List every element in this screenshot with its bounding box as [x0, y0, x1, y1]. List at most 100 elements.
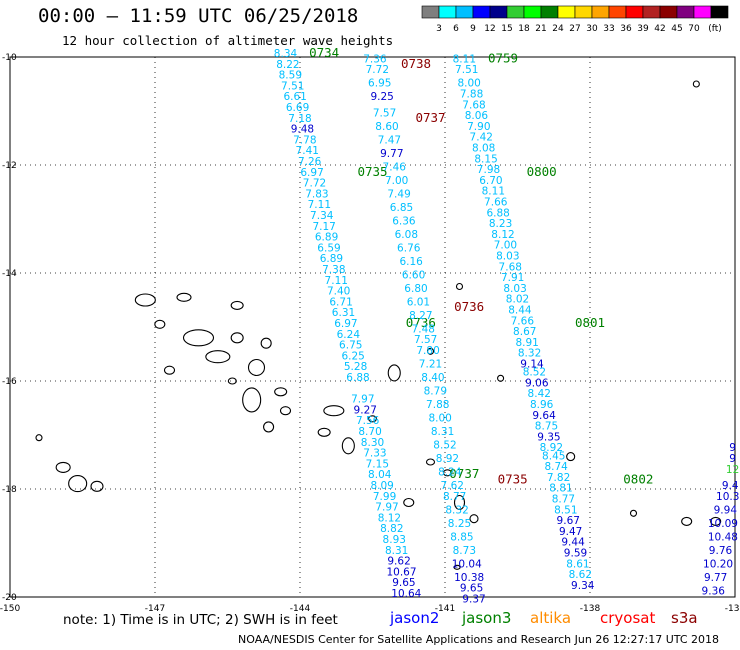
color-swatch — [591, 5, 610, 19]
wave-height-value: 7.11 — [325, 275, 348, 287]
wave-height-value: 9.67 — [557, 515, 580, 527]
pass-time-label: 0800 — [527, 164, 557, 179]
wave-height-value: 7.98 — [477, 164, 500, 176]
color-scale-label: 27 — [569, 24, 580, 34]
island-outline — [425, 458, 436, 466]
wave-height-value: 7.68 — [499, 261, 522, 273]
wave-height-value: 7.97 — [351, 394, 374, 406]
island-outline — [710, 516, 722, 526]
wave-height-value: 7.47 — [378, 134, 401, 146]
wave-height-value: 8.32 — [445, 504, 468, 516]
wave-height-value: 7.49 — [387, 188, 410, 200]
wave-height-value: 7.46 — [383, 161, 407, 173]
color-swatch — [574, 5, 593, 19]
color-scale-label: 30 — [586, 24, 598, 34]
wave-height-value: 7.91 — [501, 272, 524, 284]
wave-height-value: 8.08 — [472, 143, 495, 155]
wave-height-value: 8.44 — [508, 305, 532, 317]
wave-height-value: 9.25 — [370, 91, 393, 103]
latitude-label: -20 — [2, 593, 17, 603]
wave-height-value: 8.52 — [523, 367, 546, 379]
wave-height-value: 6.08 — [395, 229, 418, 241]
island-outlines — [35, 80, 722, 570]
wave-height-value: 9.62 — [387, 556, 410, 568]
latitude-label: -10 — [2, 53, 17, 63]
pass-time-label: 0735 — [498, 472, 528, 487]
pass-time-label: 0736 — [454, 299, 484, 314]
wave-height-value: 9.48 — [291, 124, 314, 136]
wave-height-value: 8.93 — [383, 534, 406, 546]
wave-height-value: 8.60 — [375, 121, 398, 133]
wave-height-value: 8.77 — [552, 494, 575, 506]
longitude-label: -150 — [0, 604, 20, 614]
color-scale-label: 33 — [603, 24, 614, 34]
altimeter-tracks: 8.348.228.597.516.616.697.189.487.787.41… — [274, 45, 740, 605]
wave-height-value: 8.45 — [542, 450, 565, 462]
color-scale-unit: (ft) — [708, 24, 722, 34]
island-outline — [263, 421, 275, 433]
wave-height-value: 8.31 — [385, 545, 408, 557]
island-outline — [163, 365, 176, 375]
wave-height-value: 8.75 — [535, 421, 558, 433]
wave-height-value: 9.77 — [704, 572, 727, 584]
wave-height-value: 7.00 — [385, 175, 408, 187]
wave-height-value: 9.14 — [520, 359, 544, 371]
wave-height-value: 9 — [729, 442, 736, 454]
lat-lon-grid — [10, 57, 735, 597]
wave-height-value: 8.30 — [361, 437, 384, 449]
island-outline — [469, 514, 479, 524]
wave-height-value: 10.09 — [708, 518, 738, 530]
wave-height-value: 10.38 — [454, 572, 484, 584]
wave-height-value: 7.11 — [308, 199, 331, 211]
wave-height-value: 6.71 — [329, 296, 352, 308]
wave-height-value: 8.96 — [530, 399, 554, 411]
wave-height-value: 8.11 — [453, 53, 476, 65]
wave-height-value: 7.36 — [363, 53, 387, 65]
color-scale-label: 24 — [552, 24, 564, 34]
wave-height-value: 9.59 — [564, 548, 587, 560]
island-outline — [68, 475, 88, 493]
wave-height-value: 8.09 — [370, 480, 393, 492]
wave-height-value: 7.15 — [366, 458, 389, 470]
island-outline — [260, 337, 272, 349]
color-swatch — [438, 5, 457, 19]
island-outline — [242, 387, 262, 413]
wave-height-value: 7.62 — [441, 480, 464, 492]
island-outline — [387, 364, 401, 382]
wave-height-value: 6.61 — [283, 91, 306, 103]
color-swatch — [523, 5, 542, 19]
longitude-label: -147 — [145, 604, 165, 614]
color-scale-label: 21 — [535, 24, 546, 34]
island-outline — [367, 415, 378, 423]
color-scale-label: 6 — [453, 24, 459, 34]
wave-height-value: 8.34 — [274, 48, 298, 60]
wave-height-value: 7.00 — [494, 240, 517, 252]
map-title: 00:00 – 11:59 UTC 06/25/2018 — [38, 5, 359, 27]
wave-height-value: 7.78 — [293, 134, 316, 146]
wave-height-value: 6.88 — [486, 207, 509, 219]
wave-height-value: 8.81 — [549, 483, 572, 495]
wave-height-value: 6.76 — [397, 242, 421, 254]
pass-time-label: 0736 — [406, 315, 436, 330]
color-scale-label: 70 — [688, 24, 700, 34]
wave-height-value: 8.61 — [566, 558, 589, 570]
latitude-label: -16 — [2, 377, 17, 387]
wave-height-value: 7.97 — [375, 502, 398, 514]
island-outline — [453, 564, 461, 570]
island-outline — [692, 80, 700, 88]
wave-height-value: 8.82 — [380, 523, 403, 535]
wave-height-value: 9.77 — [380, 148, 403, 160]
wave-height-value: 8.12 — [491, 229, 514, 241]
island-outline — [497, 374, 505, 382]
wave-height-value: 7.38 — [322, 264, 345, 276]
axis-labels: -10 -12 -14 -16 -18 -20-150 -147 -144 -141 -138 -1… — [0, 53, 740, 614]
wave-height-value: 8.40 — [421, 372, 444, 384]
wave-height-value: 6.97 — [334, 318, 357, 330]
wave-height-value: 10.04 — [452, 558, 482, 570]
wave-height-value: 6.89 — [315, 232, 338, 244]
longitude-label: -141 — [435, 604, 455, 614]
island-outline — [35, 434, 43, 442]
wave-height-value: 8.91 — [515, 337, 538, 349]
wave-height-value: 7.56 — [356, 415, 380, 427]
